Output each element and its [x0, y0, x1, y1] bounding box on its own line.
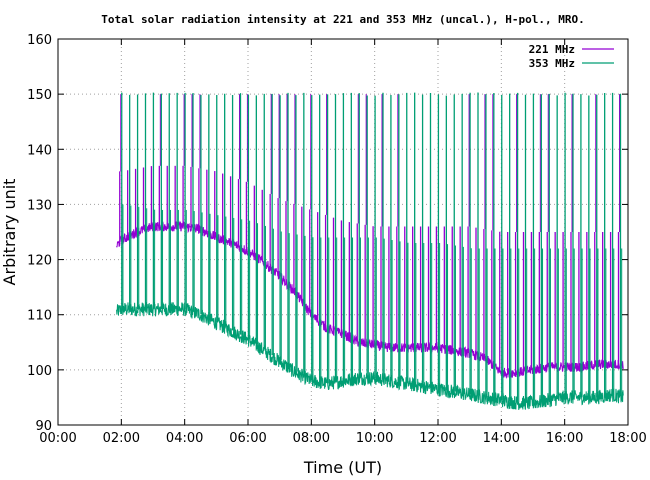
y-tick-label: 140 — [27, 143, 52, 158]
legend: 221 MHz 353 MHz — [529, 43, 614, 70]
y-tick-label: 110 — [27, 309, 52, 324]
x-tick-label: 14:00 — [483, 431, 520, 446]
x-tick-label: 12:00 — [419, 431, 456, 446]
x-tick-label: 16:00 — [546, 431, 583, 446]
axis-layer: 00:00 02:00 04:00 06:00 08:00 10:00 12:00 14:00… — [27, 33, 647, 446]
x-tick-label: 00:00 — [39, 431, 76, 446]
series-line-353-mhz — [116, 300, 624, 410]
y-tick-label: 90 — [35, 419, 52, 434]
x-axis-label: Time (UT) — [303, 458, 382, 477]
y-tick-label: 150 — [27, 88, 52, 103]
x-tick-label: 10:00 — [356, 431, 393, 446]
series-layer — [116, 92, 624, 410]
chart-title: Total solar radiation intensity at 221 a… — [101, 13, 584, 26]
x-tick-label: 06:00 — [229, 431, 266, 446]
plot-frame — [57, 38, 629, 426]
x-tick-label: 02:00 — [103, 431, 140, 446]
x-tick-label: 18:00 — [609, 431, 646, 446]
y-tick-label: 130 — [27, 198, 52, 213]
y-tick-label: 120 — [27, 254, 52, 269]
legend-label-221mhz: 221 MHz — [529, 43, 575, 56]
x-tick-label: 08:00 — [293, 431, 330, 446]
y-tick-label: 100 — [27, 364, 52, 379]
y-axis-label: Arbitrary unit — [0, 179, 19, 286]
y-tick-label: 160 — [27, 33, 52, 48]
legend-label-353mhz: 353 MHz — [529, 57, 575, 70]
x-tick-label: 04:00 — [166, 431, 203, 446]
